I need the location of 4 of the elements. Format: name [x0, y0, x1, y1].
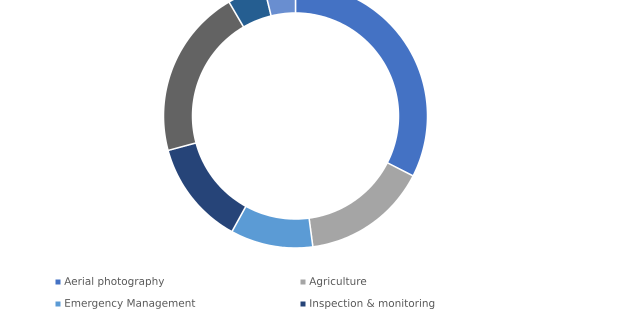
legend-label: Inspection & monitoring [310, 298, 434, 310]
legend-label: Aerial photography [64, 276, 164, 288]
legend-label: Emergency Management [65, 299, 196, 309]
legend-label: Agriculture [309, 276, 366, 288]
